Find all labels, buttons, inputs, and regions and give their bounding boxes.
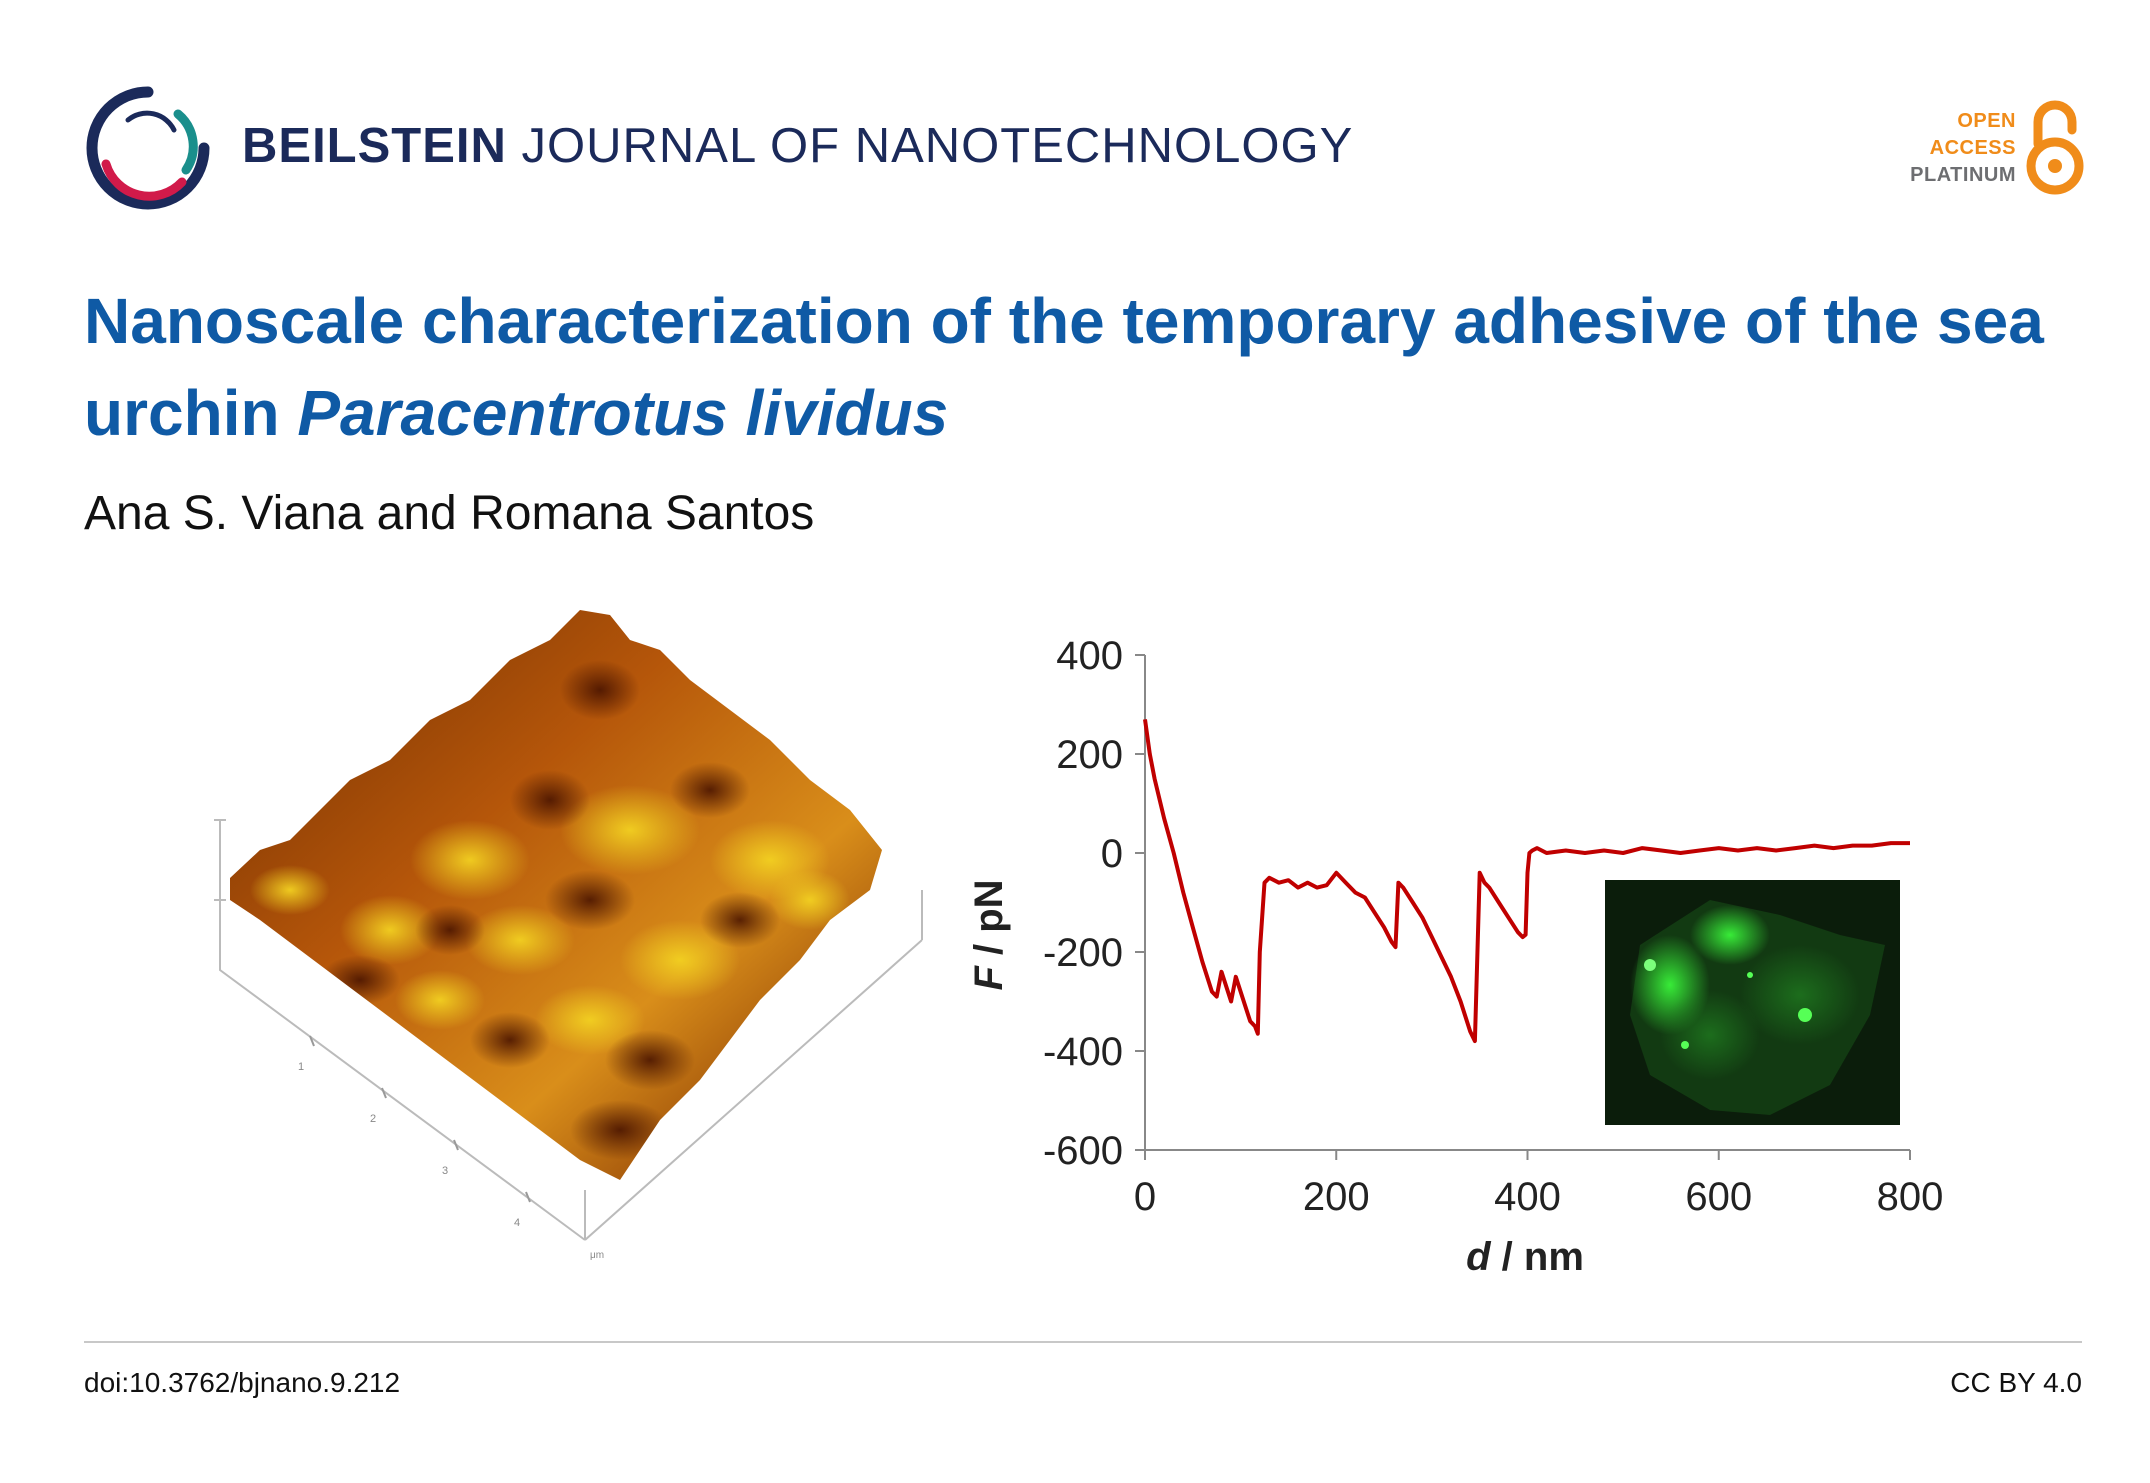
y-axis-label: F / pN: [967, 879, 1011, 990]
y-tick-label: -400: [1043, 1030, 1123, 1074]
open-lock-icon: [2026, 100, 2084, 195]
x-tick-group: 0 200 400 600 800: [1134, 1150, 1944, 1219]
journal-name-bold: BEILSTEIN: [242, 119, 507, 173]
open-access-line: PLATINUM: [1910, 164, 2016, 186]
open-access-badge: OPEN ACCESS PLATINUM: [1884, 100, 2084, 196]
y-tick-label: 400: [1056, 634, 1123, 678]
fluorescence-inset-image: [1605, 880, 1900, 1125]
beilstein-logo-icon: [86, 86, 210, 210]
force-curve-line: [1143, 719, 1910, 1044]
force-distance-chart: 400 200 0 -200 -400 -600 0 200 400 600 800 F / pN…: [967, 634, 1944, 1279]
open-access-text: OPEN ACCESS PLATINUM: [1910, 108, 2016, 189]
x-tick-label: 0: [1134, 1175, 1156, 1219]
y-axis-symbol: F: [967, 965, 1011, 991]
y-tick-label: -200: [1043, 931, 1123, 975]
x-tick-label: 600: [1685, 1175, 1752, 1219]
article-title-species: Paracentrotus lividus: [297, 377, 949, 449]
article-title-text: Nanoscale characterization of the tempor…: [84, 285, 2044, 449]
afm-surface-image: 1 2 3 4 μm: [214, 610, 923, 1260]
afm-axis-unit: μm: [590, 1250, 604, 1260]
x-tick-label: 200: [1303, 1175, 1370, 1219]
y-tick-label: 0: [1101, 832, 1123, 876]
open-access-line: OPEN: [1957, 110, 2016, 132]
journal-name-rest: JOURNAL OF NANOTECHNOLOGY: [506, 119, 1354, 173]
y-tick-label: 200: [1056, 733, 1123, 777]
x-axis-unit: / nm: [1491, 1235, 1584, 1279]
afm-axis-tick: 1: [298, 1061, 304, 1073]
x-tick-label: 400: [1494, 1175, 1561, 1219]
article-title: Nanoscale characterization of the tempor…: [84, 275, 2064, 459]
article-authors: Ana S. Viana and Romana Santos: [84, 487, 815, 540]
open-access-line: ACCESS: [1929, 137, 2016, 159]
afm-axis-tick: 3: [442, 1165, 448, 1177]
y-tick-group: 400 200 0 -200 -400 -600: [1043, 634, 1145, 1173]
y-axis-unit: / pN: [967, 879, 1011, 966]
article-doi[interactable]: doi:10.3762/bjnano.9.212: [84, 1367, 401, 1398]
afm-axis-tick: 4: [514, 1217, 520, 1229]
license-label[interactable]: CC BY 4.0: [1950, 1367, 2082, 1398]
x-axis-label: d / nm: [1466, 1235, 1584, 1279]
afm-axis-tick: 2: [370, 1113, 376, 1125]
y-tick-label: -600: [1043, 1129, 1123, 1173]
x-axis-symbol: d: [1466, 1235, 1492, 1279]
journal-name: BEILSTEIN JOURNAL OF NANOTECHNOLOGY: [242, 118, 1353, 174]
footer-divider: [84, 1341, 2082, 1343]
x-tick-label: 800: [1877, 1175, 1944, 1219]
